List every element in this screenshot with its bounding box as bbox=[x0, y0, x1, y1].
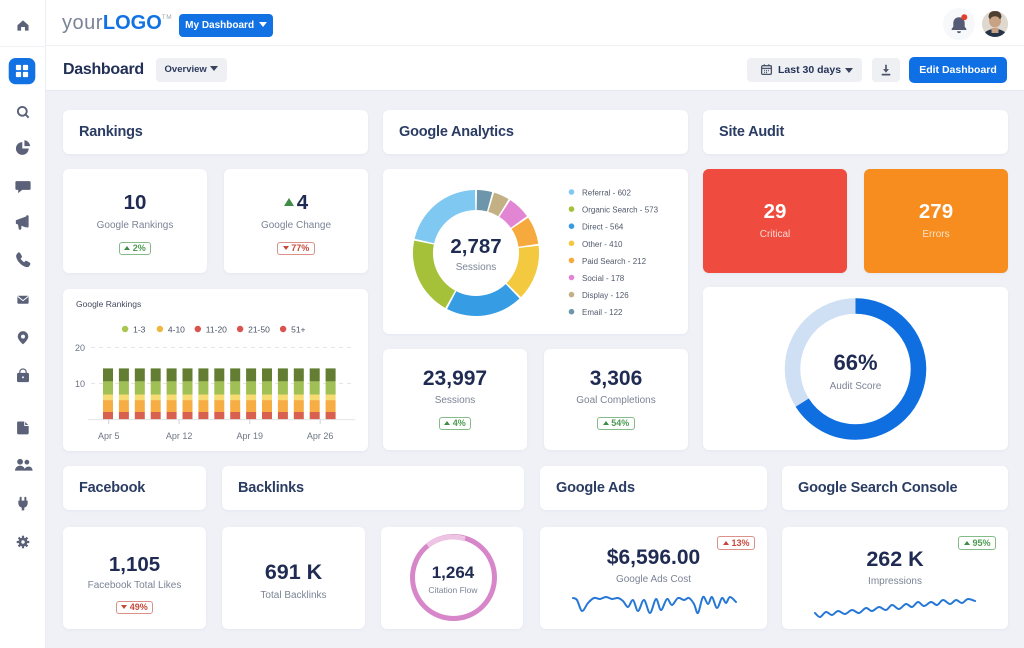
svg-text:11-20: 11-20 bbox=[206, 325, 227, 335]
svg-text:Direct - 564: Direct - 564 bbox=[582, 223, 624, 232]
svg-text:2,787: 2,787 bbox=[450, 235, 501, 258]
svg-text:1-3: 1-3 bbox=[133, 325, 146, 335]
svg-text:Citation Flow: Citation Flow bbox=[428, 585, 478, 595]
svg-text:Organic Search - 573: Organic Search - 573 bbox=[582, 206, 659, 215]
svg-text:51+: 51+ bbox=[291, 325, 305, 335]
svg-text:Social - 178: Social - 178 bbox=[582, 274, 625, 283]
svg-text:Display - 126: Display - 126 bbox=[582, 291, 629, 300]
svg-text:Email - 122: Email - 122 bbox=[582, 308, 623, 317]
svg-text:66%: 66% bbox=[833, 350, 877, 375]
svg-text:Apr 26: Apr 26 bbox=[307, 431, 334, 441]
svg-text:Paid Search - 212: Paid Search - 212 bbox=[582, 257, 647, 266]
svg-text:21-50: 21-50 bbox=[248, 325, 270, 335]
svg-text:Apr 5: Apr 5 bbox=[98, 431, 120, 441]
svg-text:Referral - 602: Referral - 602 bbox=[582, 189, 631, 198]
svg-text:4-10: 4-10 bbox=[168, 325, 185, 335]
svg-text:Apr 19: Apr 19 bbox=[237, 431, 264, 441]
svg-text:Apr 12: Apr 12 bbox=[166, 431, 193, 441]
svg-text:Sessions: Sessions bbox=[456, 262, 497, 273]
svg-text:20: 20 bbox=[75, 343, 85, 353]
svg-text:Audit Score: Audit Score bbox=[830, 381, 882, 392]
svg-text:10: 10 bbox=[75, 379, 85, 389]
svg-text:1,264: 1,264 bbox=[432, 563, 475, 582]
svg-text:Google Rankings: Google Rankings bbox=[76, 299, 141, 309]
svg-text:Other - 410: Other - 410 bbox=[582, 240, 623, 249]
